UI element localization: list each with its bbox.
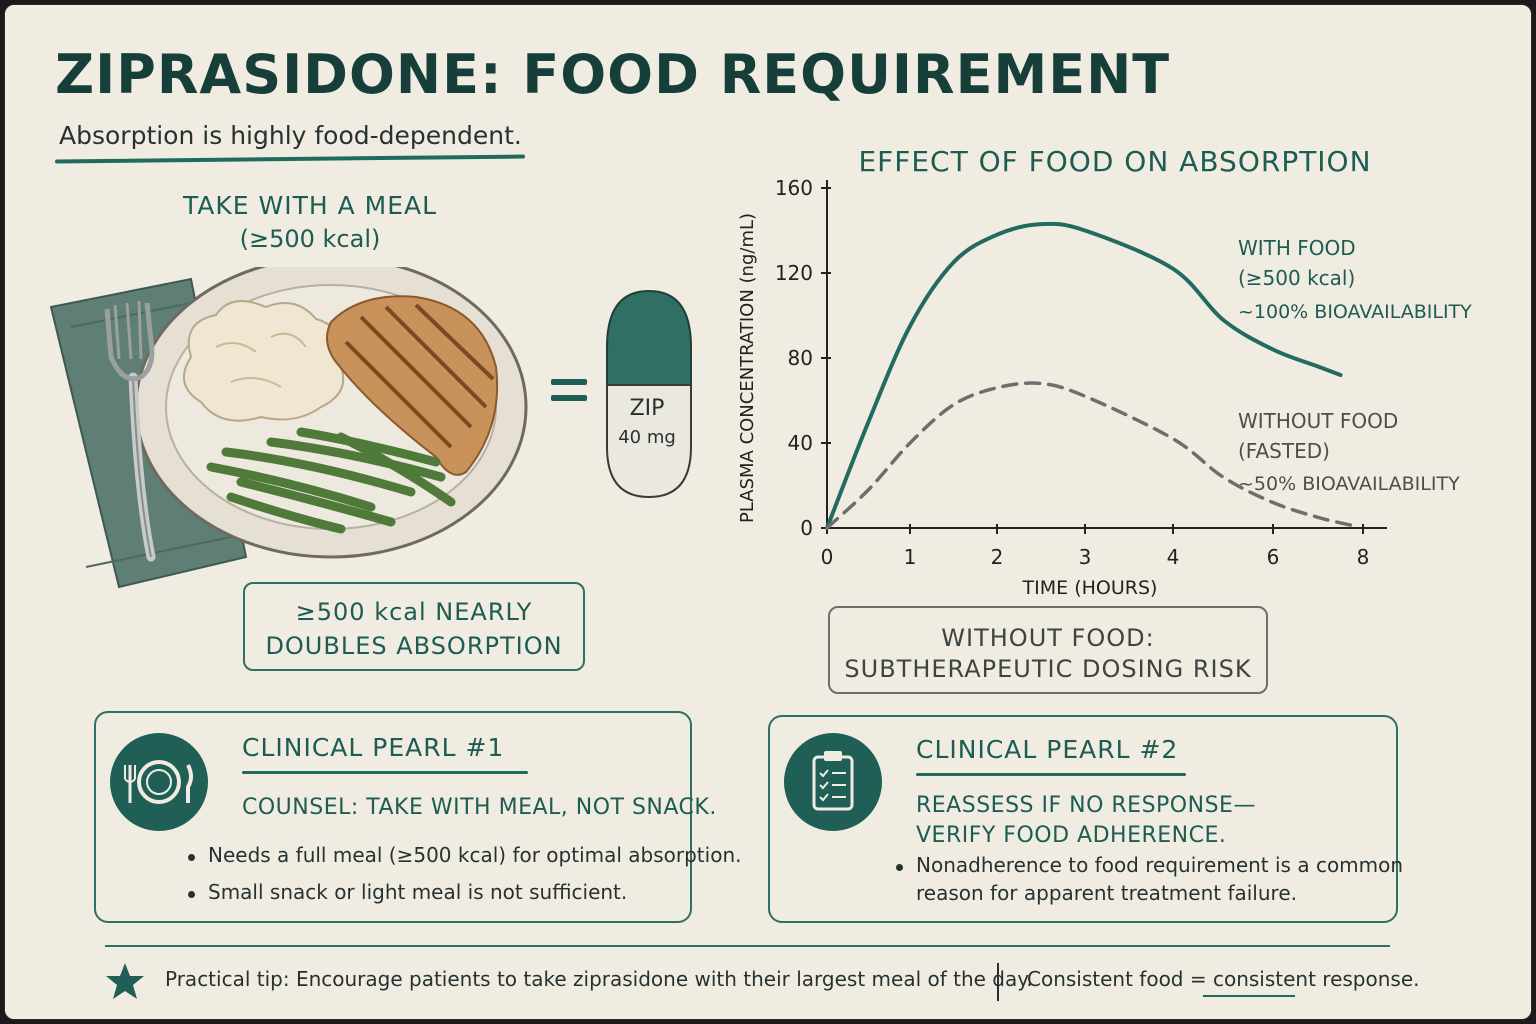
y-axis-label: PLASMA CONCENTRATION (ng/mL) (737, 213, 758, 523)
footer-separator (997, 963, 999, 1001)
plate-fork-knife-icon (110, 733, 208, 831)
risk-callout-line2: SUBTHERAPEUTIC DOSING RISK (844, 655, 1252, 683)
absorption-chart: 0 40 80 120 160 0 1 2 3 4 6 8 TIME (HOURS) PLASMA CO… (737, 176, 1472, 599)
pearl-1-bullet-2: Small snack or light meal is not suffici… (208, 880, 628, 904)
pearl-2-lead-line2: VERIFY FOOD ADHERENCE. (916, 823, 1227, 848)
x-tick-label: 8 (1357, 545, 1370, 569)
pearl-1-bullet-1: Needs a full meal (≥500 kcal) for optima… (208, 843, 742, 867)
x-tick-label: 6 (1267, 545, 1280, 569)
series-label-with-food: ~100% BIOAVAILABILITY (1238, 301, 1472, 323)
bullet-dot (896, 864, 903, 871)
meal-callout-line1: ≥500 kcal NEARLY (295, 598, 533, 626)
x-axis-label: TIME (HOURS) (1022, 577, 1158, 599)
meal-illustration: ZIP 40 mg (49, 267, 692, 589)
meal-heading: TAKE WITH A MEAL (182, 191, 438, 220)
x-tick-label: 4 (1167, 545, 1180, 569)
y-tick-label: 120 (775, 261, 813, 285)
y-tick-label: 80 (788, 346, 813, 370)
fork-icon (104, 300, 156, 562)
star-icon (106, 963, 144, 999)
chart-title: EFFECT OF FOOD ON ABSORPTION (858, 145, 1372, 178)
series-line-with-food (825, 221, 1343, 530)
consistency-underline (1203, 995, 1295, 997)
capsule-icon: ZIP 40 mg (606, 289, 692, 499)
clinical-pearl-1-card: CLINICAL PEARL #1 COUNSEL: TAKE WITH MEA… (94, 711, 741, 923)
pearl-1-lead: COUNSEL: TAKE WITH MEAL, NOT SNACK. (242, 795, 717, 820)
page-title: ZIPRASIDONE: FOOD REQUIREMENT (55, 43, 1171, 106)
series-label-without-food: (FASTED) (1238, 439, 1330, 463)
mashed-potatoes-icon (182, 300, 345, 422)
subtitle-underline (54, 154, 526, 164)
risk-callout-box: WITHOUT FOOD: SUBTHERAPEUTIC DOSING RISK (828, 606, 1268, 694)
equals-sign (551, 379, 587, 401)
series-label-without-food: ~50% BIOAVAILABILITY (1238, 473, 1460, 495)
x-tick-label: 2 (991, 545, 1004, 569)
x-tick-label: 1 (904, 545, 917, 569)
y-tick-label: 40 (788, 431, 813, 455)
capsule-label-name: ZIP (630, 396, 665, 421)
x-tick-label: 3 (1079, 545, 1092, 569)
capsule-label-dose: 40 mg (618, 427, 676, 448)
meal-subheading: (≥500 kcal) (239, 225, 381, 253)
series-label-with-food: WITH FOOD (1238, 236, 1356, 260)
pearl-2-lead-line1: REASSESS IF NO RESPONSE— (916, 793, 1256, 818)
page-subtitle: Absorption is highly food-dependent. (59, 121, 522, 150)
y-tick-label: 160 (775, 176, 813, 200)
pearl-2-rule (916, 773, 1186, 776)
pearl-1-title: CLINICAL PEARL #1 (242, 733, 505, 762)
meal-callout-line2: DOUBLES ABSORPTION (265, 632, 563, 660)
clipboard-checklist-icon (784, 733, 882, 831)
pearl-1-rule (242, 771, 528, 774)
pearl-2-bullet-line2: reason for apparent treatment failure. (916, 881, 1297, 905)
infographic-sheet: ZIPRASIDONE: FOOD REQUIREMENT Absorption… (4, 4, 1532, 1020)
pearl-2-bullet-line1: Nonadherence to food requirement is a co… (916, 853, 1404, 877)
clinical-pearl-2-card: CLINICAL PEARL #2 REASSESS IF NO RESPONS… (768, 715, 1403, 923)
series-line-without-food (825, 381, 1356, 530)
risk-callout-line1: WITHOUT FOOD: (941, 624, 1155, 652)
green-beans-icon (206, 427, 456, 534)
x-tick-label: 0 (821, 545, 834, 569)
grilled-chicken-icon (326, 295, 499, 476)
consistency-note: Consistent food = consistent response. (1027, 967, 1420, 991)
series-label-without-food: WITHOUT FOOD (1238, 409, 1398, 433)
bullet-dot (188, 891, 195, 898)
pearl-2-title: CLINICAL PEARL #2 (916, 735, 1179, 764)
meal-callout-box: ≥500 kcal NEARLY DOUBLES ABSORPTION (243, 582, 585, 671)
series-label-with-food: (≥500 kcal) (1238, 266, 1355, 290)
footer-divider (105, 945, 1390, 947)
y-tick-label: 0 (800, 516, 813, 540)
practical-tip: Practical tip: Encourage patients to tak… (165, 967, 1033, 991)
bullet-dot (188, 854, 195, 861)
